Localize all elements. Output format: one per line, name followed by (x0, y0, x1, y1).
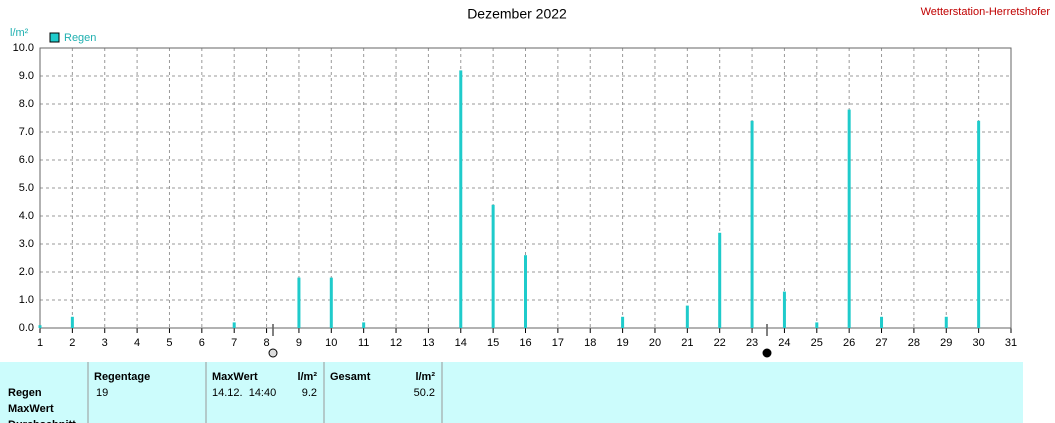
x-tick-label: 20 (649, 337, 661, 349)
bar (815, 322, 819, 328)
x-tick-label: 31 (1005, 337, 1017, 349)
bar (977, 120, 981, 328)
legend-label: Regen (64, 32, 96, 44)
x-tick-label: 4 (134, 337, 140, 349)
x-tick-label: 23 (746, 337, 758, 349)
bar (232, 322, 236, 328)
row-label: Regen (8, 387, 42, 399)
row-label: Durchschnitt (8, 419, 76, 423)
x-tick-label: 7 (231, 337, 237, 349)
x-tick-label: 29 (940, 337, 952, 349)
bar (944, 316, 948, 328)
table-cell: 19 (96, 387, 108, 399)
table-cell: 50.2 (414, 387, 435, 399)
row-label: MaxWert (8, 403, 54, 415)
table-cell: 14.12. 14:40 (212, 387, 276, 399)
x-tick-label: 28 (908, 337, 920, 349)
y-tick-label: 7.0 (19, 126, 34, 138)
y-tick-label: 1.0 (19, 294, 34, 306)
bar (38, 325, 42, 328)
x-tick-label: 11 (358, 337, 369, 349)
x-tick-label: 15 (487, 337, 499, 349)
x-tick-label: 25 (811, 337, 823, 349)
table-background (0, 362, 1023, 423)
bar (329, 277, 333, 328)
x-tick-label: 6 (199, 337, 205, 349)
y-tick-label: 8.0 (19, 98, 34, 110)
bar (685, 305, 689, 328)
y-tick-label: 0.0 (19, 322, 34, 334)
y-tick-label: 4.0 (19, 210, 34, 222)
x-tick-label: 3 (102, 337, 108, 349)
y-tick-label: 9.0 (19, 70, 34, 82)
chart-title: Dezember 2022 (467, 6, 567, 22)
x-tick-label: 13 (422, 337, 434, 349)
y-tick-label: 10.0 (13, 42, 34, 54)
bar (880, 316, 884, 328)
bar (459, 70, 463, 329)
x-tick-label: 30 (973, 337, 985, 349)
x-tick-label: 14 (455, 337, 467, 349)
x-tick-label: 8 (264, 337, 270, 349)
x-tick-label: 1 (37, 337, 43, 349)
x-tick-label: 21 (681, 337, 693, 349)
x-tick-label: 27 (875, 337, 887, 349)
x-tick-label: 5 (166, 337, 172, 349)
bar (750, 120, 754, 328)
moon-markers (268, 324, 772, 358)
x-tick-label: 18 (584, 337, 596, 349)
table-cell: 9.2 (302, 387, 317, 399)
x-tick-label: 12 (390, 337, 402, 349)
bar (524, 255, 527, 328)
y-tick-label: 3.0 (19, 238, 34, 250)
x-tick-label: 24 (778, 337, 790, 349)
x-tick-label: 19 (616, 337, 628, 349)
y-tick-label: 5.0 (19, 182, 34, 194)
y-tick-label: 2.0 (19, 266, 34, 278)
table-header: Gesamt (330, 371, 371, 383)
x-tick-label: 9 (296, 337, 302, 349)
bar (491, 204, 495, 328)
x-tick-label: 22 (714, 337, 726, 349)
bar (297, 277, 301, 328)
x-tick-label: 16 (519, 337, 531, 349)
bar (782, 291, 786, 328)
x-tick-label: 17 (552, 337, 564, 349)
table-header: l/m² (415, 371, 435, 383)
bar (362, 322, 366, 328)
bar (847, 109, 851, 328)
table-header: l/m² (297, 371, 317, 383)
bar (621, 316, 625, 328)
x-tick-label: 2 (69, 337, 75, 349)
x-tick-label: 10 (325, 337, 337, 349)
x-tick-label: 26 (843, 337, 855, 349)
station-name: Wetterstation-Herretshofer (921, 6, 1051, 18)
table-header: MaxWert (212, 371, 258, 383)
bar (70, 316, 74, 328)
table-header: Regentage (94, 371, 150, 383)
legend-swatch (49, 32, 60, 43)
y-axis-label: l/m² (10, 27, 29, 39)
y-tick-label: 6.0 (19, 154, 34, 166)
bar (718, 232, 722, 328)
table-lines (87, 362, 443, 423)
